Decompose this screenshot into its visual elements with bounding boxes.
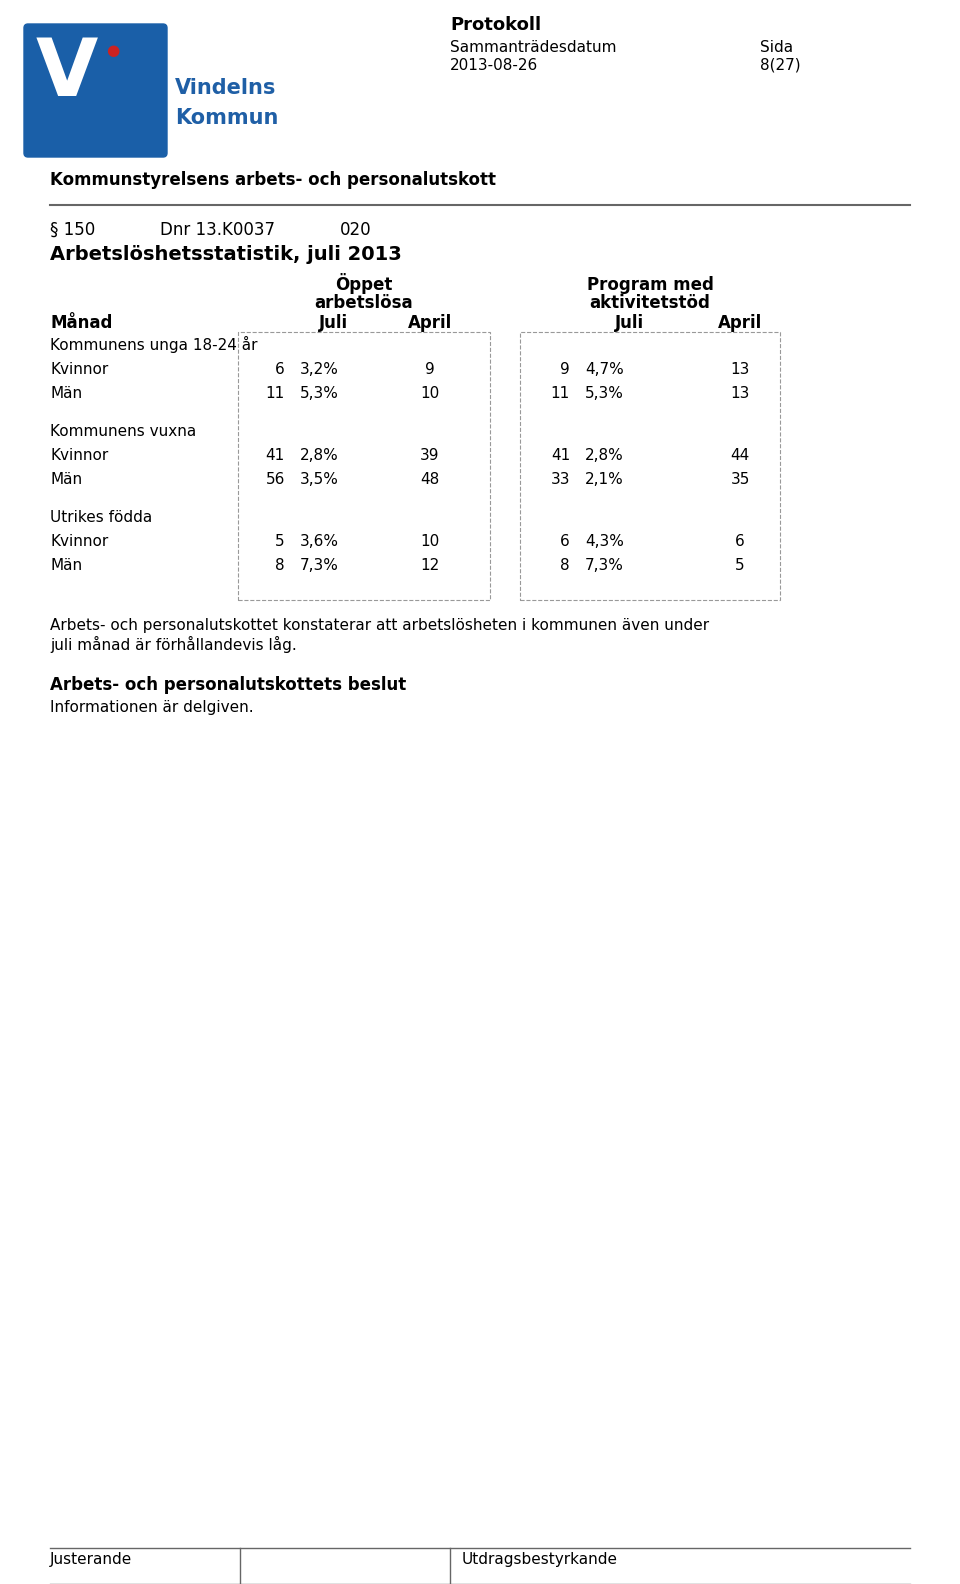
- Text: Kommunens unga 18-24 år: Kommunens unga 18-24 år: [50, 336, 257, 353]
- Text: 5,3%: 5,3%: [300, 386, 339, 401]
- Text: 6: 6: [276, 363, 285, 377]
- Text: 3,5%: 3,5%: [300, 472, 339, 486]
- Text: Justerande: Justerande: [50, 1552, 132, 1567]
- Text: 9: 9: [425, 363, 435, 377]
- Text: 10: 10: [420, 386, 440, 401]
- Text: 11: 11: [551, 386, 570, 401]
- Text: Dnr 13.K0037: Dnr 13.K0037: [160, 222, 275, 239]
- Text: 41: 41: [266, 448, 285, 463]
- Text: 5,3%: 5,3%: [585, 386, 624, 401]
- Text: Vindelns: Vindelns: [175, 78, 276, 98]
- Text: Protokoll: Protokoll: [450, 16, 541, 33]
- Text: 12: 12: [420, 558, 440, 573]
- Text: 39: 39: [420, 448, 440, 463]
- Text: 13: 13: [731, 386, 750, 401]
- Text: 44: 44: [731, 448, 750, 463]
- Text: 56: 56: [266, 472, 285, 486]
- Text: 8: 8: [561, 558, 570, 573]
- Text: ●: ●: [107, 43, 120, 59]
- Text: 6: 6: [735, 534, 745, 550]
- Text: Kvinnor: Kvinnor: [50, 448, 108, 463]
- Text: Månad: Månad: [50, 314, 112, 333]
- Text: Män: Män: [50, 386, 83, 401]
- Text: 2,1%: 2,1%: [585, 472, 624, 486]
- Text: 5: 5: [735, 558, 745, 573]
- Text: 48: 48: [420, 472, 440, 486]
- Text: Sammanträdesdatum: Sammanträdesdatum: [450, 40, 616, 55]
- Text: Kommun: Kommun: [175, 108, 278, 128]
- Text: Informationen är delgiven.: Informationen är delgiven.: [50, 700, 253, 714]
- Bar: [238, 333, 490, 600]
- Text: Kvinnor: Kvinnor: [50, 534, 108, 550]
- Text: Juli: Juli: [615, 314, 644, 333]
- Text: 8: 8: [276, 558, 285, 573]
- Text: 4,7%: 4,7%: [585, 363, 624, 377]
- Text: arbetslösa: arbetslösa: [315, 295, 414, 312]
- Text: Kommunens vuxna: Kommunens vuxna: [50, 425, 196, 439]
- Text: Män: Män: [50, 558, 83, 573]
- Text: juli månad är förhållandevis låg.: juli månad är förhållandevis låg.: [50, 637, 297, 653]
- Text: 35: 35: [731, 472, 750, 486]
- Text: Öppet: Öppet: [335, 272, 393, 295]
- Text: Arbetslöshetsstatistik, juli 2013: Arbetslöshetsstatistik, juli 2013: [50, 246, 401, 265]
- Text: Kommunstyrelsens arbets- och personalutskott: Kommunstyrelsens arbets- och personaluts…: [50, 171, 496, 188]
- Text: § 150: § 150: [50, 222, 95, 239]
- Text: 3,2%: 3,2%: [300, 363, 339, 377]
- Text: 10: 10: [420, 534, 440, 550]
- Text: V: V: [36, 35, 98, 112]
- Text: 6: 6: [561, 534, 570, 550]
- Text: 2013-08-26: 2013-08-26: [450, 59, 539, 73]
- Text: Kvinnor: Kvinnor: [50, 363, 108, 377]
- Text: Program med: Program med: [587, 276, 713, 295]
- Text: Utrikes födda: Utrikes födda: [50, 510, 153, 524]
- Bar: [520, 333, 780, 600]
- Text: 33: 33: [550, 472, 570, 486]
- Text: 11: 11: [266, 386, 285, 401]
- Text: 5: 5: [276, 534, 285, 550]
- Text: 8(27): 8(27): [760, 59, 801, 73]
- Text: Arbets- och personalutskottet konstaterar att arbetslösheten i kommunen även und: Arbets- och personalutskottet konstatera…: [50, 618, 709, 634]
- Text: 7,3%: 7,3%: [585, 558, 624, 573]
- Text: 13: 13: [731, 363, 750, 377]
- Text: Män: Män: [50, 472, 83, 486]
- Text: 41: 41: [551, 448, 570, 463]
- Text: April: April: [718, 314, 762, 333]
- Text: 2,8%: 2,8%: [585, 448, 624, 463]
- Text: April: April: [408, 314, 452, 333]
- Text: Juli: Juli: [320, 314, 348, 333]
- Text: Arbets- och personalutskottets beslut: Arbets- och personalutskottets beslut: [50, 676, 406, 694]
- Text: 020: 020: [340, 222, 372, 239]
- Text: 9: 9: [561, 363, 570, 377]
- Text: 3,6%: 3,6%: [300, 534, 339, 550]
- Text: Sida: Sida: [760, 40, 793, 55]
- Text: Utdragsbestyrkande: Utdragsbestyrkande: [462, 1552, 618, 1567]
- FancyBboxPatch shape: [24, 24, 167, 157]
- Text: 7,3%: 7,3%: [300, 558, 339, 573]
- Text: 4,3%: 4,3%: [585, 534, 624, 550]
- Text: 2,8%: 2,8%: [300, 448, 339, 463]
- Text: aktivitetstöd: aktivitetstöd: [589, 295, 710, 312]
